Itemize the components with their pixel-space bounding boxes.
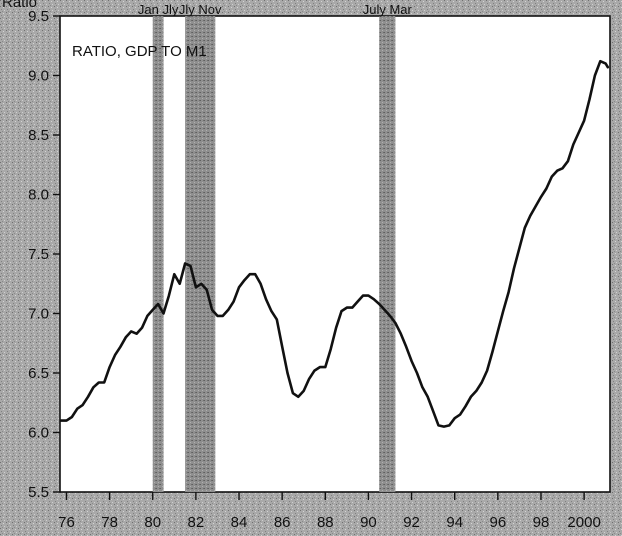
- recession-band: [185, 16, 216, 492]
- y-tick-label: 6.5: [28, 365, 49, 382]
- y-axis-label: Ratio: [2, 0, 37, 11]
- y-axis: 5.5 6.0 6.5 7.0 7.5 8.0 8.5 9.0 9.5: [28, 8, 60, 501]
- x-tick-label: 84: [231, 514, 248, 531]
- x-tick-label: 80: [144, 514, 161, 531]
- series-line-gdp-m1-ratio: [59, 59, 610, 428]
- x-tick-label: 82: [188, 514, 205, 531]
- x-tick-label: 92: [403, 514, 420, 531]
- y-tick-label: 8.5: [28, 127, 49, 144]
- recession-label: Jly Nov: [179, 2, 222, 17]
- y-tick-label: 5.5: [28, 484, 49, 501]
- x-axis: 76 78 80 82 84 86 88 90 92 94 96 98 2000: [58, 492, 601, 531]
- y-tick-label: 6.0: [28, 425, 49, 442]
- recession-label: Jan Jly: [138, 2, 179, 17]
- y-tick-label: 8.0: [28, 187, 49, 204]
- y-tick-label: 7.5: [28, 246, 49, 263]
- plot-area: [59, 15, 611, 493]
- x-tick-label: 96: [489, 514, 506, 531]
- y-tick-label: 9.5: [28, 8, 49, 25]
- y-tick-label: 9.0: [28, 68, 49, 85]
- x-tick-label: 76: [58, 514, 75, 531]
- x-tick-label: 78: [101, 514, 118, 531]
- x-tick-label: 88: [317, 514, 334, 531]
- x-tick-label: 90: [360, 514, 377, 531]
- y-tick-label: 7.0: [28, 306, 49, 323]
- recession-bands: Jan Jly Jly Nov July Mar: [138, 2, 413, 492]
- chart-title: RATIO, GDP TO M1: [72, 43, 207, 60]
- recession-band: [152, 16, 164, 492]
- x-tick-label: 94: [446, 514, 463, 531]
- recession-band: [379, 16, 396, 492]
- x-tick-label: 86: [274, 514, 291, 531]
- recession-label: July Mar: [363, 2, 413, 17]
- x-tick-label: 2000: [567, 514, 600, 531]
- x-tick-label: 98: [533, 514, 550, 531]
